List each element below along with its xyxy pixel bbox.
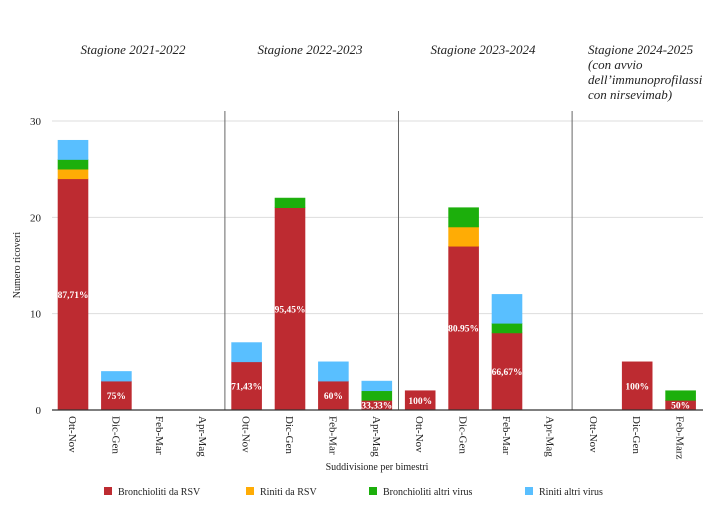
bar-segment bbox=[57, 139, 89, 160]
legend-swatch bbox=[104, 487, 112, 495]
legend-swatch bbox=[369, 487, 377, 495]
legend-label: Riniti altri virus bbox=[539, 487, 603, 498]
bar-segment bbox=[101, 380, 132, 411]
bar-segment bbox=[621, 361, 653, 411]
x-tick-label: Dic-Gen bbox=[109, 416, 121, 454]
legend-label: Riniti da RSV bbox=[260, 487, 317, 498]
x-tick-label: Dic-Gen bbox=[630, 416, 642, 454]
data-label: 75% bbox=[107, 392, 126, 402]
legend-label: Bronchioliti da RSV bbox=[118, 487, 201, 498]
season-title: (con avvio bbox=[588, 57, 643, 72]
bar-segment bbox=[57, 168, 89, 180]
y-tick-label: 0 bbox=[36, 405, 42, 417]
data-label: 50% bbox=[671, 402, 690, 412]
x-tick-label: Feb-Marz bbox=[674, 416, 686, 459]
bar-segment bbox=[101, 371, 132, 382]
x-tick-label: Ott-Nov bbox=[66, 416, 78, 453]
data-label: 100% bbox=[625, 382, 649, 392]
y-tick-label: 30 bbox=[30, 116, 42, 128]
y-tick-label: 10 bbox=[30, 309, 42, 321]
legend-swatch bbox=[525, 487, 533, 495]
data-label: 95,45% bbox=[275, 305, 306, 315]
bar-segment bbox=[231, 342, 262, 363]
x-axis-title: Suddivisione per bimestri bbox=[326, 462, 429, 473]
bar-segment bbox=[448, 226, 479, 247]
x-tick-label: Ott-Nov bbox=[587, 416, 599, 453]
data-label: 60% bbox=[324, 392, 343, 402]
data-label: 33,33% bbox=[361, 402, 392, 412]
x-tick-label: Feb-Mar bbox=[153, 416, 165, 455]
y-tick-label: 20 bbox=[30, 212, 42, 224]
season-title: con nirsevimab) bbox=[588, 87, 672, 102]
x-tick-label: Ott-Nov bbox=[240, 416, 252, 453]
data-label: 100% bbox=[408, 397, 432, 407]
season-title: Stagione 2023-2024 bbox=[430, 42, 536, 57]
legend-label: Bronchioliti altri virus bbox=[383, 487, 473, 498]
x-tick-label: Feb-Mar bbox=[326, 416, 338, 455]
legend-swatch bbox=[246, 487, 254, 495]
x-tick-label: Apr-Mag bbox=[543, 416, 555, 457]
bar-segment bbox=[318, 380, 349, 411]
bar-segment bbox=[274, 197, 306, 208]
data-label: 66,67% bbox=[492, 368, 523, 378]
bar-segment bbox=[318, 361, 349, 382]
data-label: 87,71% bbox=[58, 291, 89, 301]
bar-segment bbox=[361, 390, 393, 401]
x-tick-label: Ott-Nov bbox=[413, 416, 425, 453]
season-title: dell’immunoprofilassi bbox=[588, 72, 703, 87]
x-tick-label: Apr-Mag bbox=[196, 416, 208, 457]
bar-segment bbox=[491, 322, 523, 334]
data-label: 71,43% bbox=[231, 382, 262, 392]
bar-segment bbox=[665, 390, 696, 401]
season-title: Stagione 2022-2023 bbox=[257, 42, 363, 57]
data-label: 80.95% bbox=[448, 325, 479, 335]
x-tick-label: Feb-Mar bbox=[500, 416, 512, 455]
x-tick-label: Apr-Mag bbox=[370, 416, 382, 457]
bar-segment bbox=[491, 294, 523, 324]
season-title: Stagione 2024-2025 bbox=[588, 42, 694, 57]
bar-segment bbox=[361, 380, 393, 392]
season-title: Stagione 2021-2022 bbox=[80, 42, 186, 57]
x-tick-label: Dic-Gen bbox=[283, 416, 295, 454]
bar-segment bbox=[57, 159, 89, 170]
y-axis-title: Numero ricoveri bbox=[12, 232, 23, 299]
x-tick-label: Dic-Gen bbox=[457, 416, 469, 454]
bar-segment bbox=[231, 361, 262, 411]
bar-segment bbox=[448, 207, 479, 228]
